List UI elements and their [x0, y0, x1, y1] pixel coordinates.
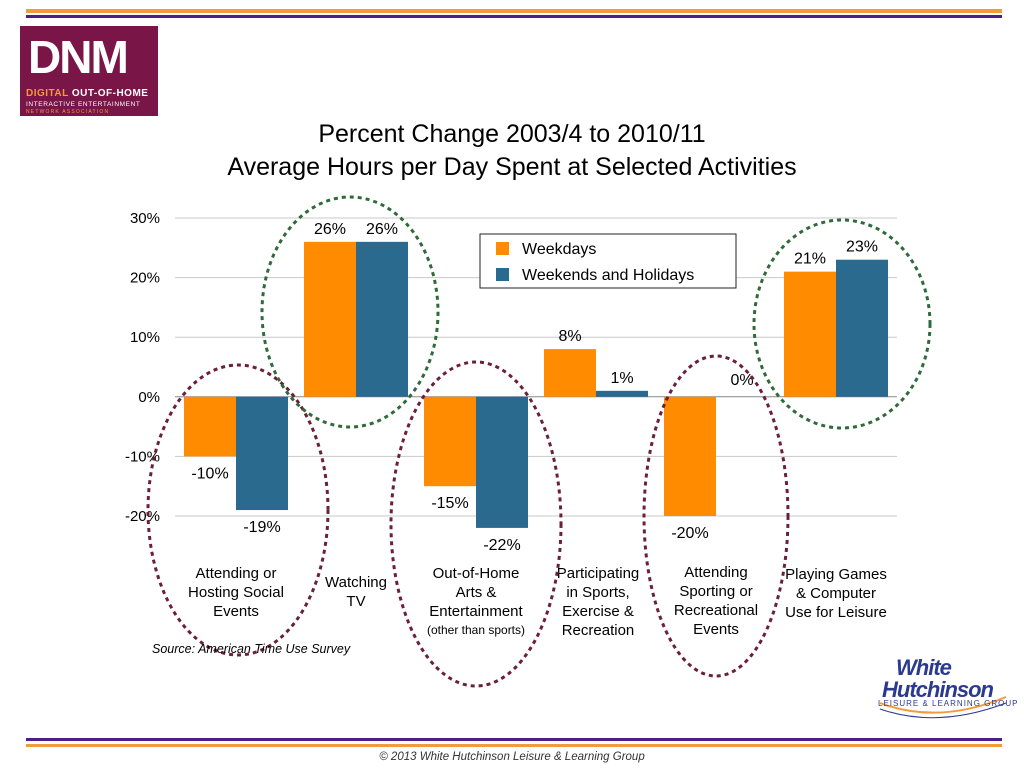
- bottom-rule-purple: [26, 738, 1002, 741]
- data-label: 23%: [846, 239, 878, 256]
- category-label: Recreational: [674, 602, 758, 619]
- data-label: 21%: [794, 251, 826, 268]
- category-label: Attending or: [196, 565, 277, 582]
- bar-weekends: [236, 396, 288, 511]
- data-label: -15%: [431, 495, 468, 512]
- chart-title: Percent Change 2003/4 to 2010/11 Average…: [0, 118, 1024, 184]
- y-tick-label: 10%: [130, 329, 160, 346]
- bar-weekdays: [664, 396, 716, 516]
- data-label: -20%: [671, 525, 708, 542]
- bar-weekends: [836, 259, 888, 397]
- copyright-footer: © 2013 White Hutchinson Leisure & Learni…: [379, 751, 645, 763]
- category-label: Exercise &: [562, 603, 634, 620]
- dnm-logo-line1: DIGITAL OUT-OF-HOME: [26, 88, 149, 99]
- data-label: 1%: [610, 370, 633, 387]
- category-label: Use for Leisure: [785, 604, 887, 621]
- bar-weekdays: [784, 271, 836, 397]
- highlight-ellipse: [260, 195, 440, 429]
- category-label: in Sports,: [566, 584, 629, 601]
- wh-logo-line3: LEISURE & LEARNING GROUP: [878, 699, 1019, 708]
- legend-swatch: [496, 242, 509, 255]
- category-label: Out-of-Home: [433, 565, 520, 582]
- dnm-logo: DNM DIGITAL OUT-OF-HOME INTERACTIVE ENTE…: [20, 26, 158, 116]
- bar-weekends: [596, 390, 648, 397]
- data-label: -22%: [483, 537, 520, 554]
- source-note: Source: American Time Use Survey: [152, 642, 351, 656]
- data-label: 0%: [730, 372, 753, 389]
- legend-label: Weekdays: [522, 241, 596, 258]
- y-tick-label: 30%: [130, 210, 160, 227]
- data-label: 26%: [366, 221, 398, 238]
- y-tick-label: 20%: [130, 270, 160, 287]
- wh-logo-line2: Hutchinson: [882, 677, 994, 702]
- category-label: Arts &: [456, 584, 497, 601]
- y-tick-label: -20%: [125, 508, 160, 525]
- highlight-ellipse: [642, 354, 790, 678]
- bar-weekdays: [544, 349, 596, 397]
- highlight-ellipse: [389, 360, 563, 688]
- highlight-ellipse: [146, 363, 330, 657]
- category-label: Participating: [557, 565, 640, 582]
- wh-logo-line1: White: [896, 655, 952, 680]
- bar-weekdays: [304, 241, 356, 397]
- bar-weekends: [476, 396, 528, 528]
- category-label: Entertainment: [429, 603, 523, 620]
- legend-label: Weekends and Holidays: [522, 267, 694, 284]
- category-label: Sporting or: [679, 583, 752, 600]
- category-note: (other than sports): [427, 623, 525, 637]
- category-label: Events: [693, 621, 739, 638]
- bar-weekdays: [184, 396, 236, 457]
- category-label: TV: [346, 593, 365, 610]
- top-rule-orange: [26, 9, 1002, 13]
- category-label: Hosting Social: [188, 584, 284, 601]
- top-rule-purple: [26, 15, 1002, 18]
- dnm-logo-mark: DNM: [28, 31, 129, 83]
- highlight-ellipse: [752, 218, 932, 430]
- category-label: Recreation: [562, 622, 635, 639]
- dnm-logo-line2: INTERACTIVE ENTERTAINMENT: [26, 101, 141, 108]
- y-tick-label: 0%: [138, 389, 160, 406]
- category-label: Events: [213, 603, 259, 620]
- data-label: -10%: [191, 465, 228, 482]
- chart-title-line2: Average Hours per Day Spent at Selected …: [227, 153, 797, 181]
- data-label: 8%: [558, 328, 581, 345]
- legend-box: [479, 233, 737, 289]
- bar-chart: 30% 20% 10% 0% -10% -20% -10% -19% 26% 26% -15% -22…: [125, 195, 932, 688]
- category-label: Attending: [684, 564, 747, 581]
- data-label: -19%: [243, 519, 280, 536]
- category-label: & Computer: [796, 585, 876, 602]
- y-tick-label: -10%: [125, 448, 160, 465]
- category-label: Watching: [325, 574, 387, 591]
- bottom-rule-orange: [26, 744, 1002, 747]
- category-label: Playing Games: [785, 566, 887, 583]
- chart-title-line1: Percent Change 2003/4 to 2010/11: [318, 120, 706, 148]
- data-label: 26%: [314, 221, 346, 238]
- bar-weekdays: [424, 396, 476, 487]
- white-hutchinson-logo: White Hutchinson LEISURE & LEARNING GROU…: [878, 655, 1017, 727]
- legend-swatch: [496, 268, 509, 281]
- wh-logo-swoosh: [879, 696, 1007, 719]
- bar-weekends: [356, 241, 408, 397]
- dnm-logo-line3: NETWORK ASSOCIATION: [26, 109, 110, 115]
